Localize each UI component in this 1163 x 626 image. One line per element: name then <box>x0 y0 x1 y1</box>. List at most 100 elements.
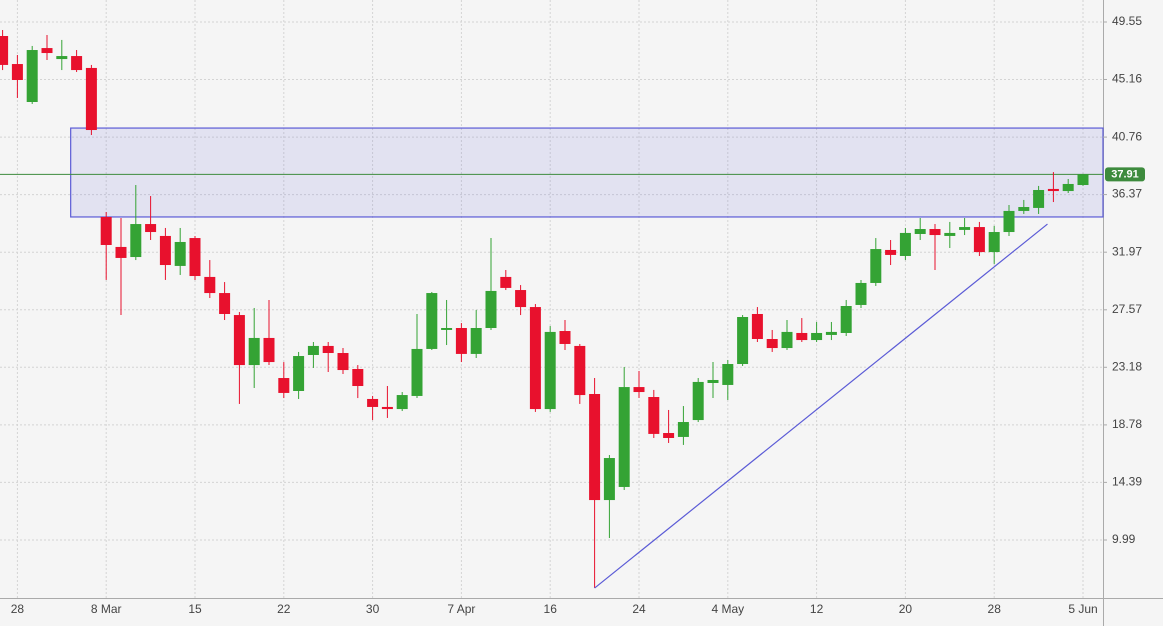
candle-body <box>26 50 38 103</box>
candle-body <box>1047 188 1059 192</box>
candle-body <box>825 331 837 335</box>
candle-body <box>204 276 216 294</box>
candle-body <box>411 348 423 396</box>
candle-body <box>1018 207 1030 211</box>
candle-body <box>11 64 23 81</box>
y-tick-label: 27.57 <box>1112 302 1142 316</box>
candle-body <box>337 353 349 371</box>
y-tick-label: 14.39 <box>1112 475 1142 489</box>
x-tick-label: 16 <box>544 602 558 616</box>
x-tick-label: 20 <box>899 602 913 616</box>
candle-body <box>71 56 83 71</box>
candle-body <box>722 364 734 385</box>
x-tick-label: 8 Mar <box>91 602 122 616</box>
candle-body <box>174 241 186 266</box>
candle-body <box>603 458 615 501</box>
candle-body <box>293 356 305 391</box>
candle-body <box>811 332 823 341</box>
candle-body <box>500 276 512 288</box>
candle-body <box>426 293 438 349</box>
candle-body <box>515 290 527 308</box>
x-tick-label: 15 <box>188 602 202 616</box>
y-tick-label: 31.97 <box>1112 244 1142 258</box>
candle-body <box>485 290 497 329</box>
candle-body <box>988 232 1000 253</box>
candle-body <box>455 328 467 354</box>
x-tick-label: 28 <box>988 602 1002 616</box>
y-tick-label: 49.55 <box>1112 14 1142 28</box>
candle-body <box>648 397 660 434</box>
x-tick-label: 24 <box>632 602 646 616</box>
candle-body <box>840 306 852 333</box>
candle-body <box>41 48 53 54</box>
candle-body <box>529 307 541 410</box>
candle-body <box>145 224 157 233</box>
y-tick-label: 45.16 <box>1112 72 1142 86</box>
candle-body <box>944 232 956 236</box>
y-tick-label: 23.18 <box>1112 359 1142 373</box>
candle-body <box>233 315 245 366</box>
candle-body <box>441 328 453 330</box>
candle-body <box>130 224 142 258</box>
last-price-badge <box>1105 167 1145 182</box>
candle-body <box>470 328 482 354</box>
candle-body <box>381 406 393 410</box>
candle-body <box>885 249 897 255</box>
x-tick-label: 5 Jun <box>1068 602 1097 616</box>
candle-body <box>574 345 586 396</box>
y-tick-label: 18.78 <box>1112 417 1142 431</box>
candle-body <box>115 246 127 258</box>
candle-body <box>1033 189 1045 208</box>
price-zone <box>70 127 1104 218</box>
candle-body <box>1077 174 1089 186</box>
candle-body <box>56 56 68 60</box>
x-tick-label: 12 <box>810 602 824 616</box>
candle-body <box>973 227 985 253</box>
candle-body <box>263 337 275 363</box>
candle-body <box>0 36 9 65</box>
candle-body <box>322 345 334 354</box>
last-price-label: 37.91 <box>1111 168 1139 180</box>
candle-body <box>1003 210 1015 233</box>
x-tick-label: 22 <box>277 602 291 616</box>
x-tick-label: 30 <box>366 602 380 616</box>
candle-body <box>189 238 201 277</box>
candle-body <box>692 381 704 421</box>
candle-body <box>1062 183 1074 192</box>
candle-body <box>781 331 793 349</box>
candle-body <box>367 398 379 407</box>
candle-body <box>870 249 882 283</box>
candle-body <box>396 395 408 410</box>
candle-body <box>100 216 112 245</box>
candle-body <box>796 332 808 341</box>
candle-body <box>751 313 763 340</box>
candle-body <box>707 379 719 383</box>
candle-body <box>929 229 941 236</box>
candle-body <box>589 393 601 501</box>
candle-body <box>559 331 571 344</box>
candle-body <box>677 422 689 437</box>
trendline <box>594 223 1048 589</box>
candle-body <box>633 387 645 393</box>
y-tick-label: 36.37 <box>1112 187 1142 201</box>
x-tick-label: 7 Apr <box>447 602 475 616</box>
candle-body <box>663 433 675 438</box>
candle-body <box>914 229 926 234</box>
y-tick-label: 9.99 <box>1112 532 1136 546</box>
candle-body <box>278 378 290 393</box>
candle-body <box>352 368 364 387</box>
candle-body <box>899 232 911 256</box>
candle-body <box>219 293 231 314</box>
candle-body <box>855 282 867 305</box>
y-tick-label: 40.76 <box>1112 129 1142 143</box>
x-tick-label: 4 May <box>711 602 744 616</box>
candle-body <box>85 67 97 131</box>
candle-body <box>544 331 556 410</box>
candle-body <box>737 317 749 365</box>
candle-body <box>959 227 971 230</box>
x-tick-label: 28 <box>11 602 25 616</box>
plot <box>0 29 1104 589</box>
